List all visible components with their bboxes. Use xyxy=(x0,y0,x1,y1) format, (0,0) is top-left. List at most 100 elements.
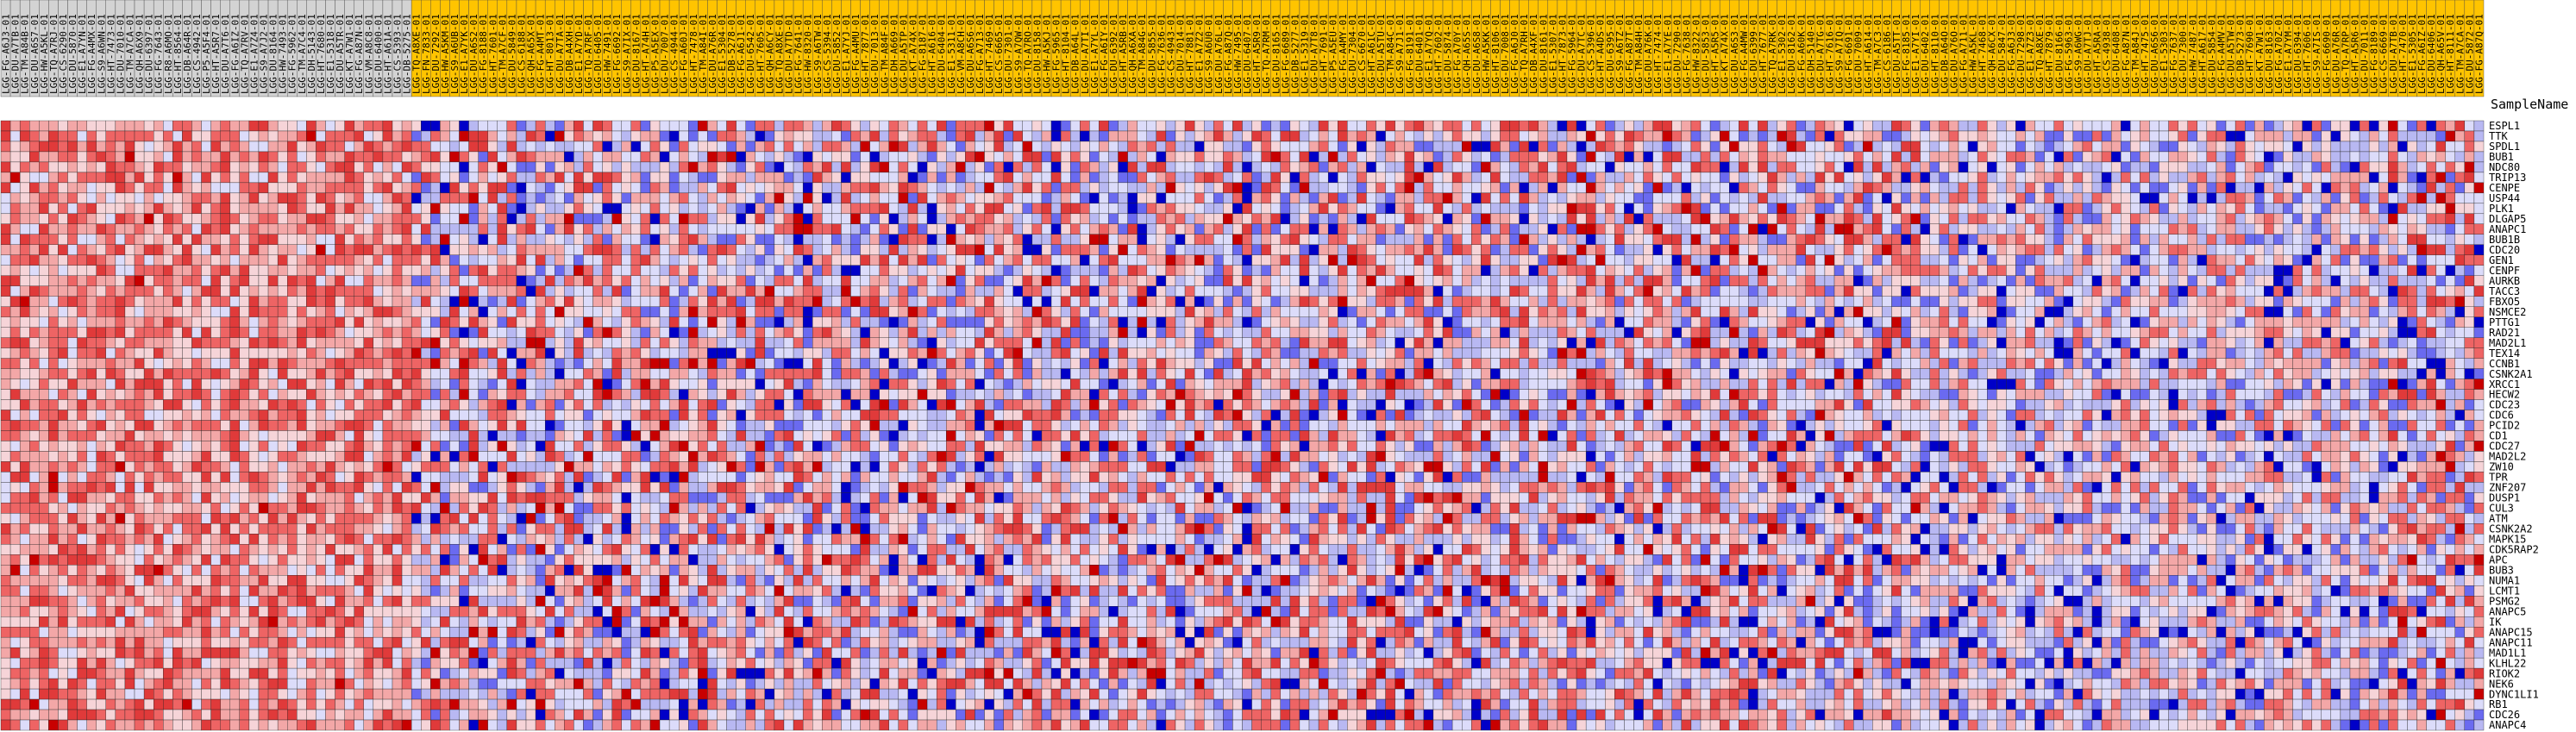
heatmap-cell xyxy=(1814,120,1826,132)
heatmap-cell xyxy=(1299,275,1310,286)
heatmap-cell xyxy=(783,151,794,163)
heatmap-cell xyxy=(277,234,288,245)
heatmap-cell xyxy=(544,244,555,255)
heatmap-cell xyxy=(1824,172,1835,184)
heatmap-cell xyxy=(2006,161,2016,173)
heatmap-cell xyxy=(297,130,307,142)
heatmap-cell xyxy=(1566,265,1577,276)
column-label: LGG-E1-5304-01 xyxy=(717,14,728,94)
heatmap-cell xyxy=(1413,151,1425,163)
heatmap-cell xyxy=(77,203,87,215)
column-label: LGG-DU-6405-01 xyxy=(592,14,604,94)
heatmap-cell xyxy=(1758,161,1768,173)
heatmap-cell xyxy=(201,223,211,235)
column-label: LGG-HW-7493-01 xyxy=(278,14,289,94)
heatmap-cell xyxy=(2273,192,2284,204)
heatmap-cell xyxy=(2140,285,2150,297)
heatmap-cell xyxy=(698,234,708,245)
heatmap-cell xyxy=(707,161,718,173)
heatmap-cell xyxy=(401,254,412,266)
heatmap-cell xyxy=(1385,244,1395,255)
heatmap-cell xyxy=(1777,203,1787,215)
heatmap-cell xyxy=(975,120,985,132)
heatmap-cell xyxy=(277,161,288,173)
heatmap-cell xyxy=(659,254,670,266)
heatmap-cell xyxy=(1050,223,1062,235)
heatmap-cell xyxy=(210,244,221,255)
heatmap-cell xyxy=(229,161,240,173)
heatmap-cell xyxy=(124,285,135,297)
heatmap-cell xyxy=(1939,275,1950,286)
heatmap-cell xyxy=(363,120,374,132)
heatmap-cell xyxy=(888,213,899,225)
heatmap-cell xyxy=(1891,182,1902,194)
heatmap-cell xyxy=(1127,254,1138,266)
heatmap-cell xyxy=(1671,223,1683,235)
heatmap-cell xyxy=(1987,265,1997,276)
heatmap-cell xyxy=(1481,192,1491,204)
heatmap-cell xyxy=(153,244,164,255)
heatmap-cell xyxy=(1204,265,1214,276)
heatmap-cell xyxy=(2149,223,2159,235)
heatmap-cell xyxy=(459,130,469,142)
heatmap-cell xyxy=(1050,130,1062,142)
heatmap-cell xyxy=(229,265,240,276)
heatmap-cell xyxy=(354,182,364,194)
heatmap-cell xyxy=(2216,213,2227,225)
heatmap-cell xyxy=(9,182,21,194)
heatmap-cell xyxy=(1423,223,1434,235)
heatmap-cell xyxy=(1031,151,1043,163)
heatmap-cell xyxy=(153,265,164,276)
heatmap-cell xyxy=(659,275,670,286)
heatmap-cell xyxy=(1471,275,1482,286)
column-label: LGG-HT-7602-01 xyxy=(1433,14,1445,94)
heatmap-cell xyxy=(745,244,755,255)
heatmap-cell xyxy=(1967,172,1978,184)
heatmap-cell xyxy=(77,275,87,286)
heatmap-cell xyxy=(77,244,87,255)
heatmap-cell xyxy=(2426,182,2436,194)
heatmap-cell xyxy=(2407,203,2417,215)
heatmap-cell xyxy=(2082,130,2093,142)
heatmap-cell xyxy=(229,254,240,266)
heatmap-cell xyxy=(1853,254,1864,266)
heatmap-cell xyxy=(2264,172,2274,184)
heatmap-cell xyxy=(965,192,975,204)
heatmap-cell xyxy=(1977,182,1988,194)
heatmap-cell xyxy=(668,285,680,297)
heatmap-cell xyxy=(630,203,642,215)
heatmap-cell xyxy=(440,223,450,235)
heatmap-cell xyxy=(392,151,403,163)
heatmap-cell xyxy=(1566,151,1577,163)
heatmap-cell xyxy=(86,151,97,163)
heatmap-cell xyxy=(1891,130,1902,142)
heatmap-cell xyxy=(2454,141,2466,153)
heatmap-cell xyxy=(1232,223,1243,235)
heatmap-cell xyxy=(497,151,508,163)
heatmap-cell xyxy=(1050,275,1062,286)
heatmap-cell xyxy=(1882,254,1892,266)
heatmap-cell xyxy=(812,223,823,235)
heatmap-cell xyxy=(1289,285,1301,297)
heatmap-cell xyxy=(2025,161,2035,173)
heatmap-cell xyxy=(2454,172,2466,184)
heatmap-cell xyxy=(277,213,288,225)
heatmap-cell xyxy=(373,120,384,132)
heatmap-cell xyxy=(2292,182,2303,194)
heatmap-cell xyxy=(1031,275,1043,286)
heatmap-cell xyxy=(1338,172,1348,184)
heatmap-cell xyxy=(602,130,612,142)
heatmap-cell xyxy=(564,234,574,245)
heatmap-cell xyxy=(201,275,211,286)
heatmap-cell xyxy=(544,223,555,235)
heatmap-cell xyxy=(1977,234,1988,245)
heatmap-cell xyxy=(2082,244,2093,255)
heatmap-cell xyxy=(2121,130,2131,142)
heatmap-cell xyxy=(946,182,956,194)
heatmap-cell xyxy=(2302,141,2312,153)
heatmap-cell xyxy=(1261,182,1271,194)
heatmap-cell xyxy=(1872,182,1883,194)
heatmap-cell xyxy=(649,120,661,132)
heatmap-cell xyxy=(306,182,317,194)
heatmap-cell xyxy=(373,203,384,215)
